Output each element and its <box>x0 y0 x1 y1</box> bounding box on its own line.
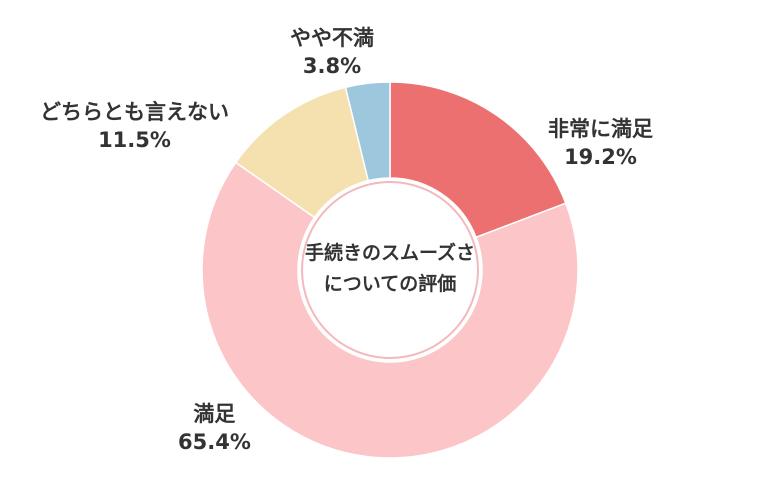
slice-label-neutral: どちらとも言えない 11.5% <box>40 98 229 154</box>
slice-label-very-satisfied: 非常に満足 19.2% <box>548 115 653 171</box>
center-label-line-1: 手続きのスムーズさ <box>304 242 476 264</box>
slice-value-somewhat-dissatisfied: 3.8% <box>302 54 362 78</box>
slice-value-very-satisfied: 19.2% <box>564 145 637 169</box>
slice-value-satisfied: 65.4% <box>178 430 251 454</box>
slice-label-somewhat-dissatisfied: やや不満 3.8% <box>290 24 374 80</box>
slice-name-very-satisfied: 非常に満足 <box>548 117 653 141</box>
slice-somewhat-dissatisfied <box>344 81 391 182</box>
slice-name-somewhat-dissatisfied: やや不満 <box>290 26 374 50</box>
slice-value-neutral: 11.5% <box>98 128 171 152</box>
center-label: 手続きのスムーズさ についての評価 <box>290 238 490 300</box>
slice-satisfied <box>201 161 579 459</box>
donut-center-ring <box>301 181 479 359</box>
slice-name-neutral: どちらとも言えない <box>40 100 229 124</box>
slice-label-satisfied: 満足 65.4% <box>178 400 251 456</box>
slice-name-satisfied: 満足 <box>193 402 236 426</box>
slice-very-satisfied <box>389 81 567 239</box>
center-label-line-2: についての評価 <box>323 273 457 295</box>
